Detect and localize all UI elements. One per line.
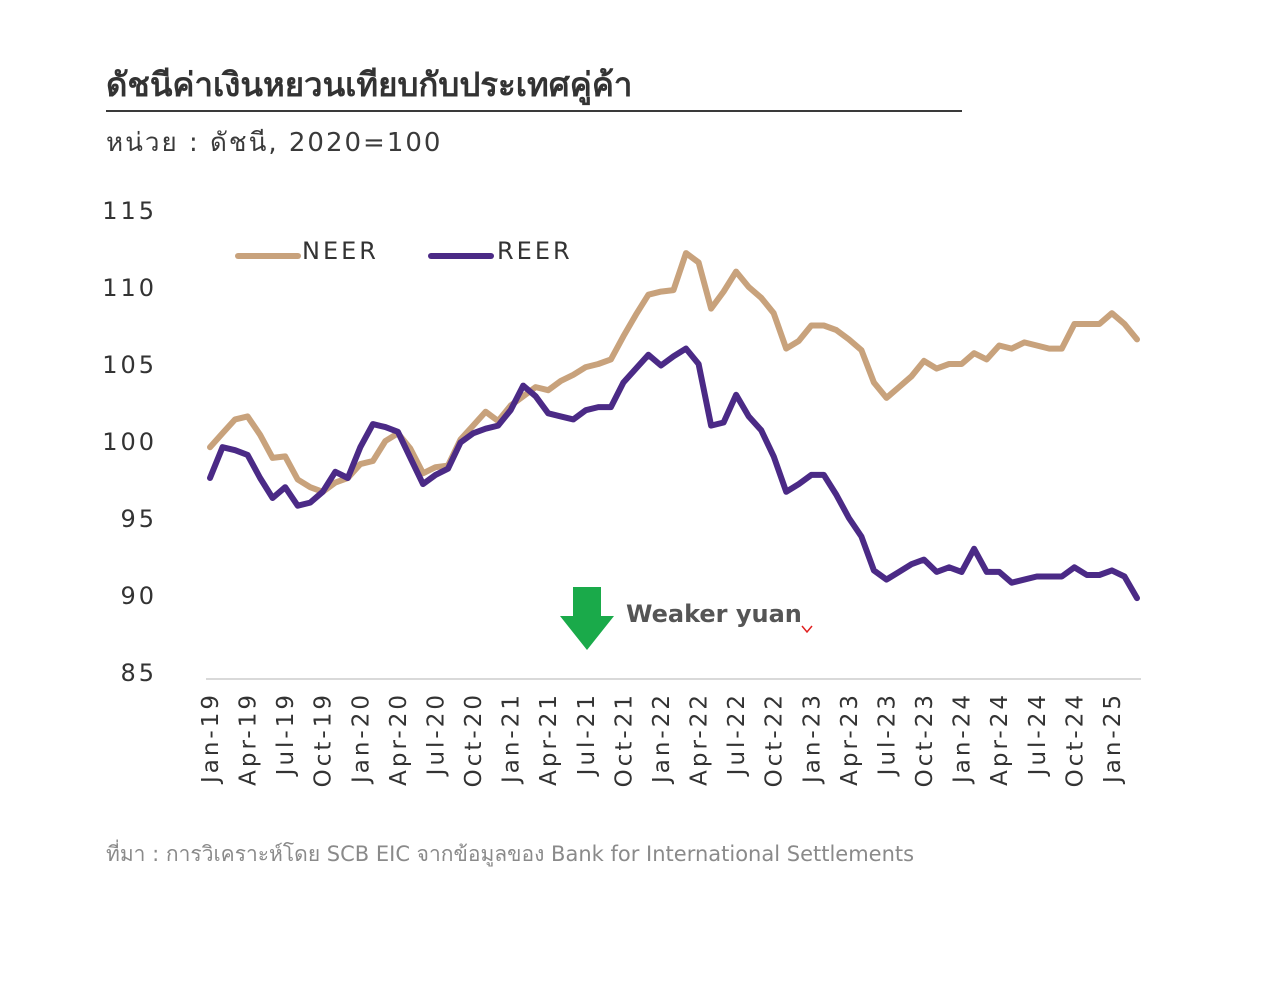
source-note: ที่มา : การวิเคราะห์โดย SCB EIC จากข้อมู… bbox=[106, 842, 915, 866]
series-line-reer bbox=[207, 345, 1140, 602]
x-tick-label: Jan-22 bbox=[649, 692, 675, 785]
y-tick-label: 95 bbox=[120, 505, 157, 533]
y-tick-label: 90 bbox=[120, 582, 157, 610]
x-tick-label: Jul-21 bbox=[574, 692, 600, 777]
y-tick-label: 100 bbox=[102, 428, 157, 456]
x-tick-label: Apr-21 bbox=[536, 692, 562, 786]
x-tick-label: Jan-20 bbox=[348, 692, 374, 785]
legend: NEER REER bbox=[235, 237, 573, 265]
x-tick-label: Oct-21 bbox=[611, 692, 637, 787]
x-tick-label: Jul-20 bbox=[423, 692, 449, 777]
y-tick-label: 105 bbox=[102, 351, 157, 379]
title-underline bbox=[106, 110, 962, 112]
y-tick-label: 115 bbox=[102, 197, 157, 225]
red-caret-mark bbox=[801, 625, 813, 634]
x-tick-label: Apr-24 bbox=[987, 692, 1013, 786]
x-tick-label: Oct-19 bbox=[311, 692, 337, 787]
x-tick-label: Jul-22 bbox=[724, 692, 750, 777]
x-tick-label: Oct-24 bbox=[1062, 692, 1088, 787]
x-tick-label: Apr-23 bbox=[837, 692, 863, 786]
y-tick-label: 110 bbox=[102, 274, 157, 302]
x-tick-label: Oct-20 bbox=[461, 692, 487, 787]
chart-title: ดัชนีค่าเงินหยวนเทียบกับประเทศคู่ค้า bbox=[106, 65, 633, 104]
x-tick-label: Jan-21 bbox=[499, 692, 525, 785]
legend-label-reer: REER bbox=[497, 237, 573, 265]
x-tick-label: Jul-23 bbox=[874, 692, 900, 777]
x-tick-label: Apr-19 bbox=[236, 692, 262, 786]
series-lines bbox=[207, 250, 1140, 602]
x-tick-label: Oct-23 bbox=[912, 692, 938, 787]
x-tick-label: Jan-24 bbox=[950, 692, 976, 785]
x-tick-label: Jul-19 bbox=[273, 692, 299, 777]
annotation-text: Weaker yuan bbox=[626, 600, 802, 628]
x-tick-label: Jan-19 bbox=[198, 692, 224, 785]
x-tick-label: Jan-23 bbox=[799, 692, 825, 785]
weaker-yuan-annotation: Weaker yuan bbox=[560, 587, 813, 650]
y-axis-ticks: 85 90 95 100 105 110 115 bbox=[102, 197, 157, 687]
x-tick-label: Jan-25 bbox=[1100, 692, 1126, 785]
x-tick-label: Oct-22 bbox=[762, 692, 788, 787]
x-tick-label: Jul-24 bbox=[1025, 692, 1051, 777]
series-line-neer bbox=[207, 250, 1140, 495]
x-axis-ticks: Jan-19 Apr-19 Jul-19 Oct-19 Jan-20 Apr-20 Jul-… bbox=[198, 692, 1126, 787]
unit-label: หน่วย : ดัชนี, 2020=100 bbox=[106, 128, 443, 158]
y-tick-label: 85 bbox=[120, 659, 157, 687]
down-arrow-icon bbox=[560, 587, 614, 650]
x-tick-label: Apr-22 bbox=[687, 692, 713, 786]
x-tick-label: Apr-20 bbox=[386, 692, 412, 786]
legend-label-neer: NEER bbox=[302, 237, 379, 265]
